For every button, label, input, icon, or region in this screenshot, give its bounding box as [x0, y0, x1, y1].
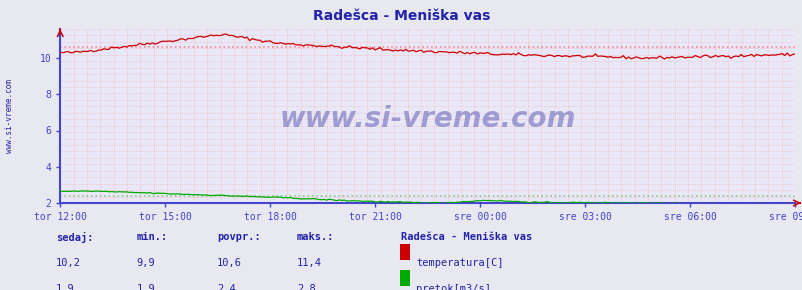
Text: www.si-vreme.com: www.si-vreme.com [279, 106, 575, 133]
Text: maks.:: maks.: [297, 232, 334, 242]
Text: 11,4: 11,4 [297, 258, 322, 268]
Text: 10,2: 10,2 [56, 258, 81, 268]
Text: Radešca - Meniška vas: Radešca - Meniška vas [313, 9, 489, 23]
Text: temperatura[C]: temperatura[C] [415, 258, 503, 268]
Text: 1,9: 1,9 [136, 284, 155, 290]
Text: povpr.:: povpr.: [217, 232, 260, 242]
Text: 2,8: 2,8 [297, 284, 315, 290]
Text: 10,6: 10,6 [217, 258, 241, 268]
Text: sedaj:: sedaj: [56, 232, 94, 243]
Text: 2,4: 2,4 [217, 284, 235, 290]
Text: min.:: min.: [136, 232, 168, 242]
Text: www.si-vreme.com: www.si-vreme.com [5, 79, 14, 153]
Text: Radešca - Meniška vas: Radešca - Meniška vas [401, 232, 532, 242]
Text: pretok[m3/s]: pretok[m3/s] [415, 284, 490, 290]
Text: 9,9: 9,9 [136, 258, 155, 268]
Text: 1,9: 1,9 [56, 284, 75, 290]
